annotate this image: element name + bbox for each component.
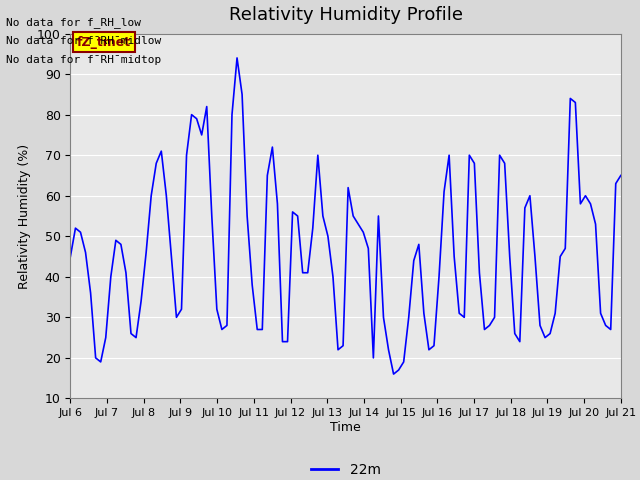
Text: No data for f_RH_low: No data for f_RH_low — [6, 17, 141, 28]
Text: No data for f¯RH¯midtop: No data for f¯RH¯midtop — [6, 55, 162, 65]
Legend: 22m: 22m — [305, 457, 386, 480]
Y-axis label: Relativity Humidity (%): Relativity Humidity (%) — [19, 144, 31, 288]
Text: fZ_tmet: fZ_tmet — [77, 36, 131, 48]
X-axis label: Time: Time — [330, 421, 361, 434]
Text: No data for f¯RH¯midlow: No data for f¯RH¯midlow — [6, 36, 162, 46]
Title: Relativity Humidity Profile: Relativity Humidity Profile — [228, 6, 463, 24]
